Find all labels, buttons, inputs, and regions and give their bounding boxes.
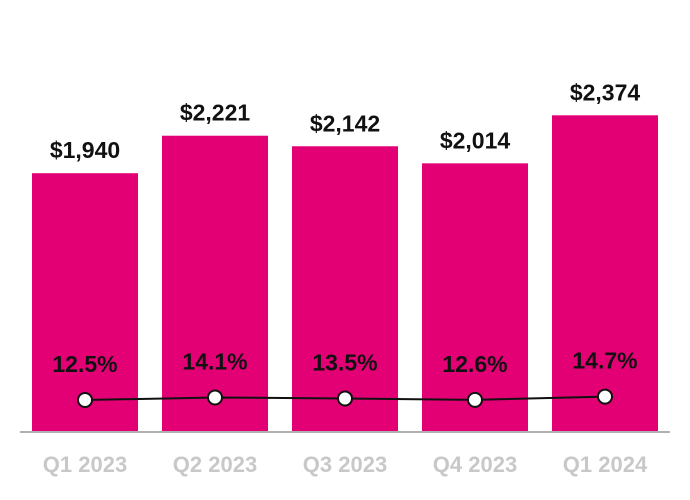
x-tick-label: Q1 2024 [563,452,648,477]
bars-group [32,115,658,433]
bar-q4-2023 [422,163,528,432]
percent-label: 14.1% [182,348,247,374]
bar-value-label: $2,142 [310,110,380,136]
x-axis-ticks: Q1 2023 Q2 2023 Q3 2023 Q4 2023 Q1 2024 [43,452,648,477]
bar-value-label: $2,221 [180,100,251,126]
bar-value-labels: $1,940 $2,221 $2,142 $2,014 $2,374 [50,79,641,163]
bar-q1-2024 [552,115,658,432]
percent-label: 12.6% [442,351,507,377]
percent-point [207,389,223,406]
percent-label: 13.5% [312,349,377,375]
bar-q3-2023 [292,146,398,432]
percent-label: 14.7% [572,347,637,373]
bar-value-label: $1,940 [50,137,120,163]
bar-value-label: $2,374 [570,79,641,105]
bar-value-label: $2,014 [440,127,511,153]
percent-point [467,391,483,408]
percent-point [597,388,613,405]
percent-labels: 12.5% 14.1% 13.5% 12.6% 14.7% [52,347,637,377]
percent-line-group [77,388,613,408]
bar-q2-2023 [162,135,268,432]
x-tick-label: Q3 2023 [303,452,387,477]
bar-q1-2023 [32,173,138,433]
x-tick-label: Q2 2023 [173,452,257,477]
percent-label: 12.5% [52,351,117,377]
percent-point [77,392,93,408]
x-tick-label: Q4 2023 [433,452,517,477]
percent-point [337,390,353,407]
x-tick-label: Q1 2023 [43,452,127,477]
